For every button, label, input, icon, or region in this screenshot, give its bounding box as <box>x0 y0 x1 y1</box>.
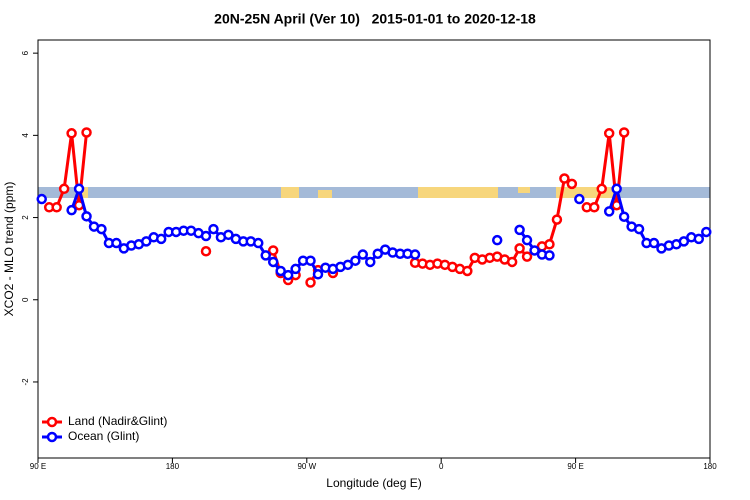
data-point <box>633 223 645 235</box>
x-tick-label: 90 E <box>567 462 583 471</box>
x-tick-label: 0 <box>439 462 444 471</box>
data-point <box>81 127 92 138</box>
chart-title: 20N-25N April (Ver 10) 2015-01-01 to 202… <box>214 11 536 27</box>
x-tick-label: 90 W <box>297 462 316 471</box>
data-point <box>574 193 585 205</box>
data-point <box>111 237 122 249</box>
ocean-strip <box>38 187 710 198</box>
data-point <box>73 183 85 195</box>
data-point <box>260 250 271 261</box>
data-point <box>603 128 615 139</box>
data-point <box>365 256 376 268</box>
y-tick-label: -2 <box>21 378 30 386</box>
data-point <box>81 211 92 222</box>
data-point <box>529 245 540 256</box>
plot-frame <box>37 39 711 459</box>
land-ocean-strip <box>38 187 710 198</box>
x-tick-label: 180 <box>166 462 180 471</box>
data-point <box>514 243 525 254</box>
data-point <box>409 249 421 260</box>
data-point <box>155 233 167 245</box>
land-patch <box>418 187 498 198</box>
land-patch <box>80 187 88 198</box>
data-point <box>491 234 503 246</box>
data-point <box>253 237 264 249</box>
data-point <box>566 178 578 190</box>
land-patch <box>556 187 618 198</box>
data-point <box>96 223 107 235</box>
data-point <box>282 269 294 281</box>
data-point <box>514 224 525 236</box>
data-point <box>275 265 286 277</box>
data-point <box>208 223 219 235</box>
data-point <box>66 128 77 139</box>
data-point <box>342 259 354 271</box>
data-point <box>678 236 690 247</box>
data-point <box>372 248 383 259</box>
data-point <box>357 249 369 260</box>
data-point <box>693 233 705 245</box>
data-point <box>648 237 660 249</box>
data-point <box>618 211 630 222</box>
y-tick-label: 4 <box>21 133 30 138</box>
data-point <box>290 263 301 275</box>
x-tick-label: 90 E <box>30 462 46 471</box>
data-point <box>51 202 62 213</box>
data-point <box>200 246 212 257</box>
land-patch <box>281 187 299 198</box>
data-point <box>350 255 361 266</box>
data-point <box>36 193 47 205</box>
land-patch <box>318 190 332 198</box>
legend-marker <box>46 431 58 443</box>
data-point <box>551 214 563 225</box>
data-point <box>596 183 607 195</box>
data-point <box>312 269 324 280</box>
data-point <box>544 239 555 250</box>
data-point <box>223 229 234 241</box>
y-axis-label: XCO2 - MLO trend (ppm) <box>2 182 16 317</box>
data-point <box>589 202 600 213</box>
data-point <box>544 250 555 261</box>
data-point <box>462 265 473 277</box>
data-point <box>58 183 70 195</box>
x-tick-label: 180 <box>703 462 717 471</box>
data-point <box>611 183 622 195</box>
data-point <box>701 226 712 238</box>
data-point <box>305 277 316 288</box>
x-axis-label: Longitude (deg E) <box>326 476 421 490</box>
legend-label: Ocean (Glint) <box>68 429 139 443</box>
y-tick-label: 2 <box>21 215 30 220</box>
data-point <box>521 234 533 246</box>
y-tick-label: 6 <box>21 50 30 55</box>
data-point <box>267 256 279 268</box>
data-point <box>200 230 212 242</box>
data-point <box>603 206 615 217</box>
data-point <box>66 204 77 216</box>
y-tick-label: 0 <box>21 297 30 302</box>
legend-marker <box>46 416 58 428</box>
data-point <box>521 251 533 262</box>
legend-label: Land (Nadir&Glint) <box>68 414 167 428</box>
data-point <box>141 236 152 247</box>
data-point <box>506 256 518 268</box>
land-patch <box>518 187 530 193</box>
data-point <box>267 245 279 256</box>
data-point <box>559 173 570 184</box>
data-point <box>305 255 316 266</box>
series-line <box>70 183 416 277</box>
data-point <box>618 127 630 138</box>
